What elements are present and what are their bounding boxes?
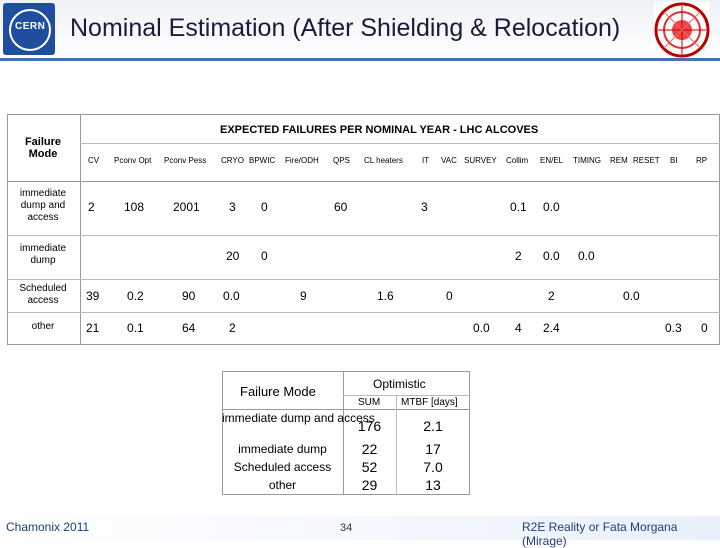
header-divider xyxy=(0,58,720,61)
table-cell: 0.0 xyxy=(223,289,240,303)
table-cell: 9 xyxy=(300,289,307,303)
slide-header xyxy=(0,0,720,60)
summary-sum-value: 52 xyxy=(361,459,378,475)
col-header: Pconv Opt xyxy=(114,156,152,165)
table-cell: 0.2 xyxy=(127,289,144,303)
table-cell: 2001 xyxy=(173,200,200,214)
table-cell: 0.1 xyxy=(510,200,527,214)
table-cell: 0 xyxy=(446,289,453,303)
col-header: QPS xyxy=(333,156,350,165)
table-cell: 3 xyxy=(229,200,236,214)
table-cell: 0.3 xyxy=(665,321,682,335)
summary-mtbf-header: MTBF [days] xyxy=(401,397,458,408)
summary-row-label: immediate dump and access xyxy=(222,411,375,425)
summary-mtbf-value: 17 xyxy=(425,441,441,457)
summary-mtbf-value: 13 xyxy=(425,477,441,493)
col-header: EN/EL xyxy=(540,156,564,165)
table-cell: 2 xyxy=(548,289,555,303)
table-cell: 0.0 xyxy=(543,200,560,214)
col-header: RP xyxy=(696,156,708,165)
row-divider xyxy=(7,279,720,280)
col-header: IT xyxy=(422,156,430,165)
table-cell: 2 xyxy=(515,249,522,263)
summary-mtbf-value: 2.1 xyxy=(423,418,443,434)
summary-sum-header: SUM xyxy=(358,397,381,408)
table-cell: 0.0 xyxy=(578,249,595,263)
table-cell: 4 xyxy=(515,321,522,335)
table-cell: 21 xyxy=(86,321,100,335)
summary-row-label: immediate dump xyxy=(238,442,327,456)
table-cell: 3 xyxy=(421,200,428,214)
summary-sum-value: 176 xyxy=(357,418,382,434)
table-cell: 0.0 xyxy=(543,249,560,263)
table-cell: 60 xyxy=(334,200,348,214)
table-cell: 20 xyxy=(226,249,240,263)
row-divider xyxy=(7,312,720,313)
col-header: Fire/ODH xyxy=(285,156,319,165)
table-cell: 90 xyxy=(182,289,196,303)
summary-mtbf-value: 7.0 xyxy=(423,459,443,475)
table-cell: 0 xyxy=(261,249,268,263)
cern-logo: CERN xyxy=(3,3,55,55)
row-divider xyxy=(7,235,720,236)
row-label: Scheduled access xyxy=(19,283,67,306)
footer-bar xyxy=(0,516,720,540)
col-header: SURVEY xyxy=(464,156,497,165)
table-header-divider xyxy=(7,181,720,182)
expected-failures-header: EXPECTED FAILURES PER NOMINAL YEAR - LHC… xyxy=(220,124,539,136)
summary-header-divider xyxy=(222,409,470,410)
table-cell: 0 xyxy=(261,200,268,214)
table-cell: 108 xyxy=(124,200,145,214)
summary-row-label: other xyxy=(268,478,297,492)
summary-subline xyxy=(343,395,470,396)
row-label: immediate dump and access xyxy=(19,188,67,223)
table-cell: 1.6 xyxy=(377,289,394,303)
header-subline xyxy=(80,143,720,144)
page-title: Nominal Estimation (After Shielding & Re… xyxy=(70,14,621,42)
row-label: other xyxy=(31,321,55,332)
col-header: VAC xyxy=(441,156,457,165)
col-header: Collim xyxy=(506,156,529,165)
summary-mode-header: Failure Mode xyxy=(240,384,316,399)
col-header: BPWIC xyxy=(249,156,276,165)
col-header: CV xyxy=(88,156,100,165)
row-label: immediate dump xyxy=(19,243,67,266)
table-cell: 2 xyxy=(88,200,95,214)
col-header: CL heaters xyxy=(364,156,403,165)
col-header: CRYO xyxy=(221,156,244,165)
col-header: Pconv Pess xyxy=(164,156,207,165)
summary-table xyxy=(222,371,470,495)
logo-ring xyxy=(9,9,51,51)
table-cell: 2 xyxy=(229,321,236,335)
col-header: TIMING xyxy=(573,156,601,165)
summary-sum-value: 29 xyxy=(361,477,378,493)
table-cell: 2.4 xyxy=(543,321,560,335)
col-header: BI xyxy=(670,156,678,165)
table-cell: 39 xyxy=(86,289,100,303)
failure-mode-header: Failure Mode xyxy=(24,136,62,160)
table-cell: 0.1 xyxy=(127,321,144,335)
footer-talk-title: R2E Reality or Fata Morgana (Mirage) xyxy=(522,520,678,548)
summary-row-label: Scheduled access xyxy=(233,460,332,474)
table-cell: 0.0 xyxy=(623,289,640,303)
summary-optimistic-header: Optimistic xyxy=(373,377,426,391)
summary-col-divider xyxy=(396,395,397,495)
page-number: 34 xyxy=(340,522,353,534)
summary-divider xyxy=(343,371,344,495)
table-divider xyxy=(80,114,81,345)
col-header: RESET xyxy=(633,156,660,165)
table-cell: 0 xyxy=(701,321,708,335)
summary-sum-value: 22 xyxy=(361,441,378,457)
footer-event: Chamonix 2011 xyxy=(6,520,90,534)
collision-event-image xyxy=(654,2,710,58)
col-header: REM xyxy=(610,156,628,165)
table-cell: 0.0 xyxy=(473,321,490,335)
logo-text: CERN xyxy=(15,21,46,32)
table-cell: 64 xyxy=(182,321,196,335)
